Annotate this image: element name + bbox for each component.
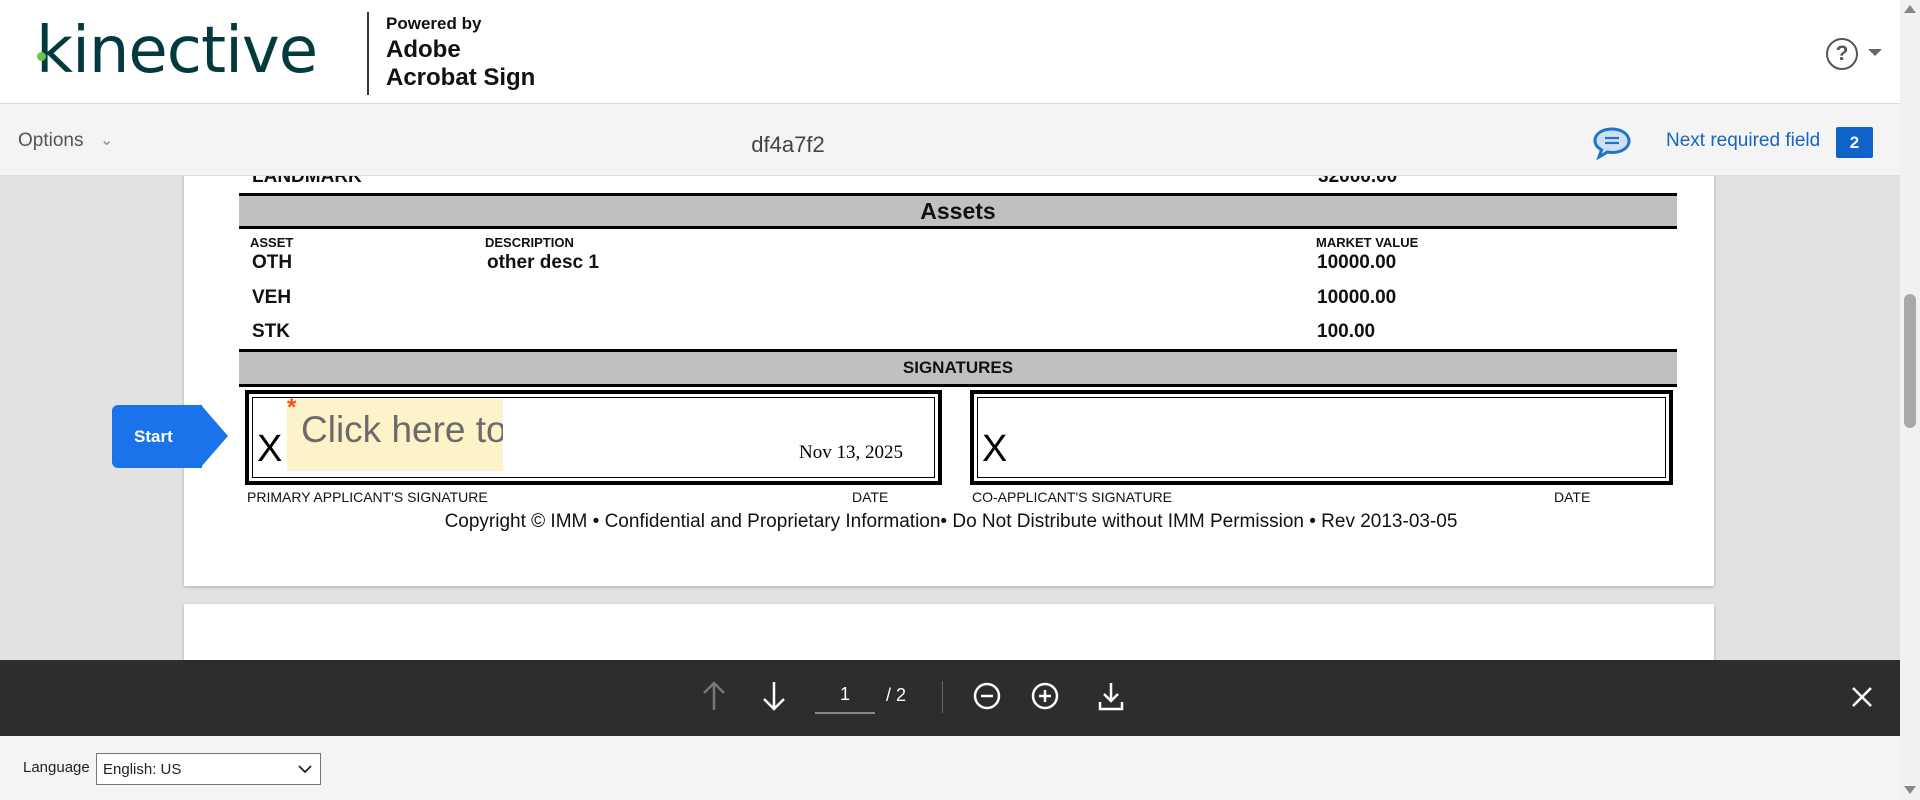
scrollbar-thumb[interactable] [1904, 294, 1916, 428]
signature-field[interactable]: Click here to [287, 399, 503, 471]
asset-cell: STK [252, 321, 290, 342]
date-label: DATE [1554, 489, 1591, 505]
value-cell: 100.00 [1317, 321, 1376, 342]
adobe-line-1: Adobe [386, 36, 461, 63]
download-icon[interactable] [1096, 680, 1126, 712]
document-page: LANDMARK 32000.00 Assets ASSET DESCRIPTI… [184, 176, 1714, 586]
landmark-value: 32000.00 [1318, 176, 1398, 187]
zoom-out-icon[interactable] [972, 681, 1002, 711]
header-divider [367, 12, 369, 95]
col-asset: ASSET [250, 235, 294, 250]
value-cell: 10000.00 [1317, 287, 1397, 308]
next-required-field-button[interactable]: Next required field [1666, 130, 1821, 151]
scroll-down-icon[interactable] [1904, 786, 1916, 794]
asset-cell: OTH [252, 252, 293, 273]
options-menu[interactable]: Options [18, 130, 84, 151]
date-value: Nov 13, 2025 [799, 442, 903, 463]
required-asterisk: * [287, 394, 297, 421]
scroll-up-icon[interactable] [1904, 5, 1916, 13]
chevron-down-icon[interactable]: ⌄ [100, 132, 114, 149]
col-description: DESCRIPTION [485, 235, 574, 250]
landmark-label: LANDMARK [252, 176, 362, 187]
page-number-input[interactable]: 1 [815, 676, 875, 714]
help-icon[interactable]: ? [1826, 38, 1858, 70]
arrow-up-icon[interactable] [700, 678, 728, 714]
col-market-value: MARKET VALUE [1316, 235, 1419, 250]
co-applicant-signature-label: CO-APPLICANT'S SIGNATURE [972, 489, 1172, 505]
value-cell: 10000.00 [1317, 252, 1397, 273]
start-button[interactable]: Start [112, 405, 202, 468]
co-applicant-signature-box: X [970, 390, 1673, 485]
x-mark: X [982, 428, 1008, 470]
language-select[interactable]: English: US [96, 753, 321, 785]
date-label: DATE [852, 489, 889, 505]
document-viewer: LANDMARK 32000.00 Assets ASSET DESCRIPTI… [0, 176, 1900, 660]
primary-signature-label: PRIMARY APPLICANT'S SIGNATURE [247, 489, 488, 505]
kinective-logo: kinective [36, 14, 318, 88]
language-selected-value: English: US [103, 761, 182, 778]
asset-cell: VEH [252, 287, 292, 308]
arrow-down-icon[interactable] [760, 678, 788, 714]
adobe-line-2: Acrobat Sign [386, 64, 536, 91]
logo-dot [37, 52, 46, 61]
required-count-badge[interactable]: 2 [1836, 127, 1873, 158]
help-menu-caret-icon[interactable] [1868, 49, 1882, 56]
start-button-arrow[interactable] [201, 405, 228, 467]
signatures-header: SIGNATURES [239, 349, 1677, 387]
close-icon[interactable] [1850, 685, 1874, 709]
toolbar-separator [942, 681, 943, 713]
language-bar: Language English: US [0, 736, 1900, 800]
x-mark: X [257, 428, 283, 470]
language-label: Language [23, 759, 90, 776]
zoom-in-icon[interactable] [1030, 681, 1060, 711]
copyright-text: Copyright © IMM • Confidential and Propr… [444, 511, 1458, 532]
adobe-sign-brand: Adobe Acrobat Sign [386, 36, 535, 92]
page-total: / 2 [886, 685, 907, 705]
description-cell: other desc 1 [487, 252, 599, 273]
powered-by-text: Powered by [386, 14, 482, 33]
assets-header: Assets [239, 193, 1677, 229]
page-navigation-bar: 1 / 2 [0, 660, 1900, 736]
chevron-down-icon [298, 765, 312, 774]
comment-icon[interactable] [1592, 126, 1632, 160]
document-title: df4a7f2 [751, 132, 825, 157]
document-page-2 [184, 604, 1714, 660]
toolbar: Options ⌄ df4a7f2 Next required field 2 [0, 104, 1900, 176]
header: kinective Powered by Adobe Acrobat Sign ? [0, 0, 1900, 104]
